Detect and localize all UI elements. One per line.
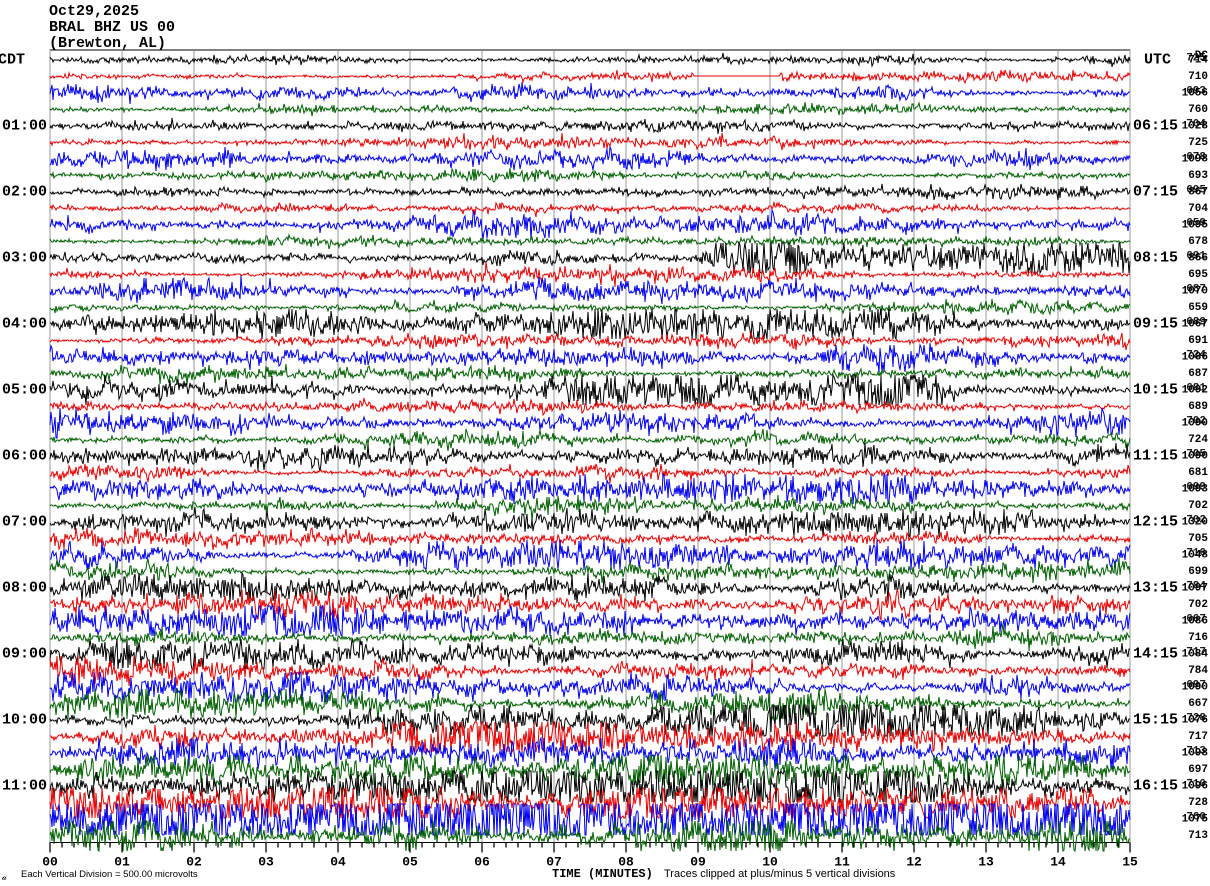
svg-text:717: 717 xyxy=(1188,731,1208,743)
svg-text:728: 728 xyxy=(1188,797,1208,809)
svg-text:784: 784 xyxy=(1188,665,1208,677)
svg-text:06:15: 06:15 xyxy=(1133,117,1178,134)
svg-text:695: 695 xyxy=(1186,184,1206,196)
svg-text:08:00: 08:00 xyxy=(2,580,47,597)
svg-text:DC: DC xyxy=(1195,50,1209,62)
svg-text:713: 713 xyxy=(1186,746,1206,758)
svg-text:693: 693 xyxy=(1186,85,1206,97)
svg-text:705: 705 xyxy=(1188,533,1208,545)
svg-text:14:15: 14:15 xyxy=(1133,646,1178,663)
svg-text:725: 725 xyxy=(1188,137,1208,149)
svg-text:710: 710 xyxy=(1188,71,1208,83)
svg-text:687: 687 xyxy=(1186,283,1206,295)
svg-text:00: 00 xyxy=(42,855,58,870)
svg-text:716: 716 xyxy=(1186,548,1206,560)
svg-text:717: 717 xyxy=(1186,647,1206,659)
svg-text:760: 760 xyxy=(1186,812,1206,824)
svg-text:678: 678 xyxy=(1186,151,1206,163)
svg-text:03:00: 03:00 xyxy=(2,249,47,266)
svg-text:681: 681 xyxy=(1186,383,1206,395)
svg-text:16:15: 16:15 xyxy=(1133,778,1178,795)
svg-text:728: 728 xyxy=(1186,713,1206,725)
svg-text:08:15: 08:15 xyxy=(1133,249,1178,266)
svg-text:04:00: 04:00 xyxy=(2,315,47,332)
svg-text:10:00: 10:00 xyxy=(2,712,47,729)
svg-text:687: 687 xyxy=(1188,368,1208,380)
svg-text:681: 681 xyxy=(1188,467,1208,479)
svg-text:CDT: CDT xyxy=(0,51,25,68)
svg-text:705: 705 xyxy=(1186,449,1206,461)
svg-text:697: 697 xyxy=(1188,764,1208,776)
svg-text:12:15: 12:15 xyxy=(1133,514,1178,531)
svg-text:07:00: 07:00 xyxy=(2,514,47,531)
svg-text:760: 760 xyxy=(1188,104,1208,116)
svg-text:693: 693 xyxy=(1188,170,1208,182)
svg-text:702: 702 xyxy=(1186,515,1206,527)
svg-text:01:00: 01:00 xyxy=(2,117,47,134)
svg-text:13: 13 xyxy=(978,855,994,870)
svg-text:691: 691 xyxy=(1188,335,1208,347)
svg-text:702: 702 xyxy=(1186,416,1206,428)
svg-text:695: 695 xyxy=(1188,269,1208,281)
svg-text:01: 01 xyxy=(114,855,130,870)
svg-text:04: 04 xyxy=(330,855,346,870)
svg-text:716: 716 xyxy=(1188,632,1208,644)
svg-text:14: 14 xyxy=(1050,855,1066,870)
svg-text:05:00: 05:00 xyxy=(2,382,47,399)
svg-text:659: 659 xyxy=(1186,217,1206,229)
svg-text:784: 784 xyxy=(1186,581,1206,593)
svg-text:15:15: 15:15 xyxy=(1133,712,1178,729)
svg-text:724: 724 xyxy=(1186,349,1206,361)
svg-text:710: 710 xyxy=(1186,779,1206,791)
svg-text:699: 699 xyxy=(1186,482,1206,494)
svg-text:09:15: 09:15 xyxy=(1133,315,1178,332)
svg-text:10:15: 10:15 xyxy=(1133,382,1178,399)
svg-text:724: 724 xyxy=(1188,434,1208,446)
svg-text:702: 702 xyxy=(1188,500,1208,512)
svg-text:15: 15 xyxy=(1122,855,1138,870)
svg-text:678: 678 xyxy=(1188,236,1208,248)
svg-text:09:00: 09:00 xyxy=(2,646,47,663)
svg-text:11:00: 11:00 xyxy=(2,778,47,795)
svg-text:691: 691 xyxy=(1186,250,1206,262)
svg-text:13:15: 13:15 xyxy=(1133,580,1178,597)
svg-text:12: 12 xyxy=(906,855,922,870)
svg-text:07:15: 07:15 xyxy=(1133,183,1178,200)
svg-text:704: 704 xyxy=(1188,203,1208,215)
svg-text:667: 667 xyxy=(1186,614,1206,626)
svg-text:704: 704 xyxy=(1186,118,1206,130)
svg-text:689: 689 xyxy=(1188,401,1208,413)
svg-text:02:00: 02:00 xyxy=(2,183,47,200)
svg-text:697: 697 xyxy=(1186,680,1206,692)
svg-text:11:15: 11:15 xyxy=(1133,448,1178,465)
svg-text:03: 03 xyxy=(258,855,274,870)
svg-text:UTC: UTC xyxy=(1144,51,1171,68)
svg-text:06: 06 xyxy=(474,855,490,870)
svg-text:659: 659 xyxy=(1188,302,1208,314)
svg-text:06:00: 06:00 xyxy=(2,448,47,465)
svg-text:699: 699 xyxy=(1188,566,1208,578)
svg-text:702: 702 xyxy=(1188,599,1208,611)
svg-text:02: 02 xyxy=(186,855,202,870)
svg-text:713: 713 xyxy=(1188,830,1208,842)
svg-text:667: 667 xyxy=(1188,698,1208,710)
svg-text:689: 689 xyxy=(1186,316,1206,328)
svg-text:05: 05 xyxy=(402,855,418,870)
